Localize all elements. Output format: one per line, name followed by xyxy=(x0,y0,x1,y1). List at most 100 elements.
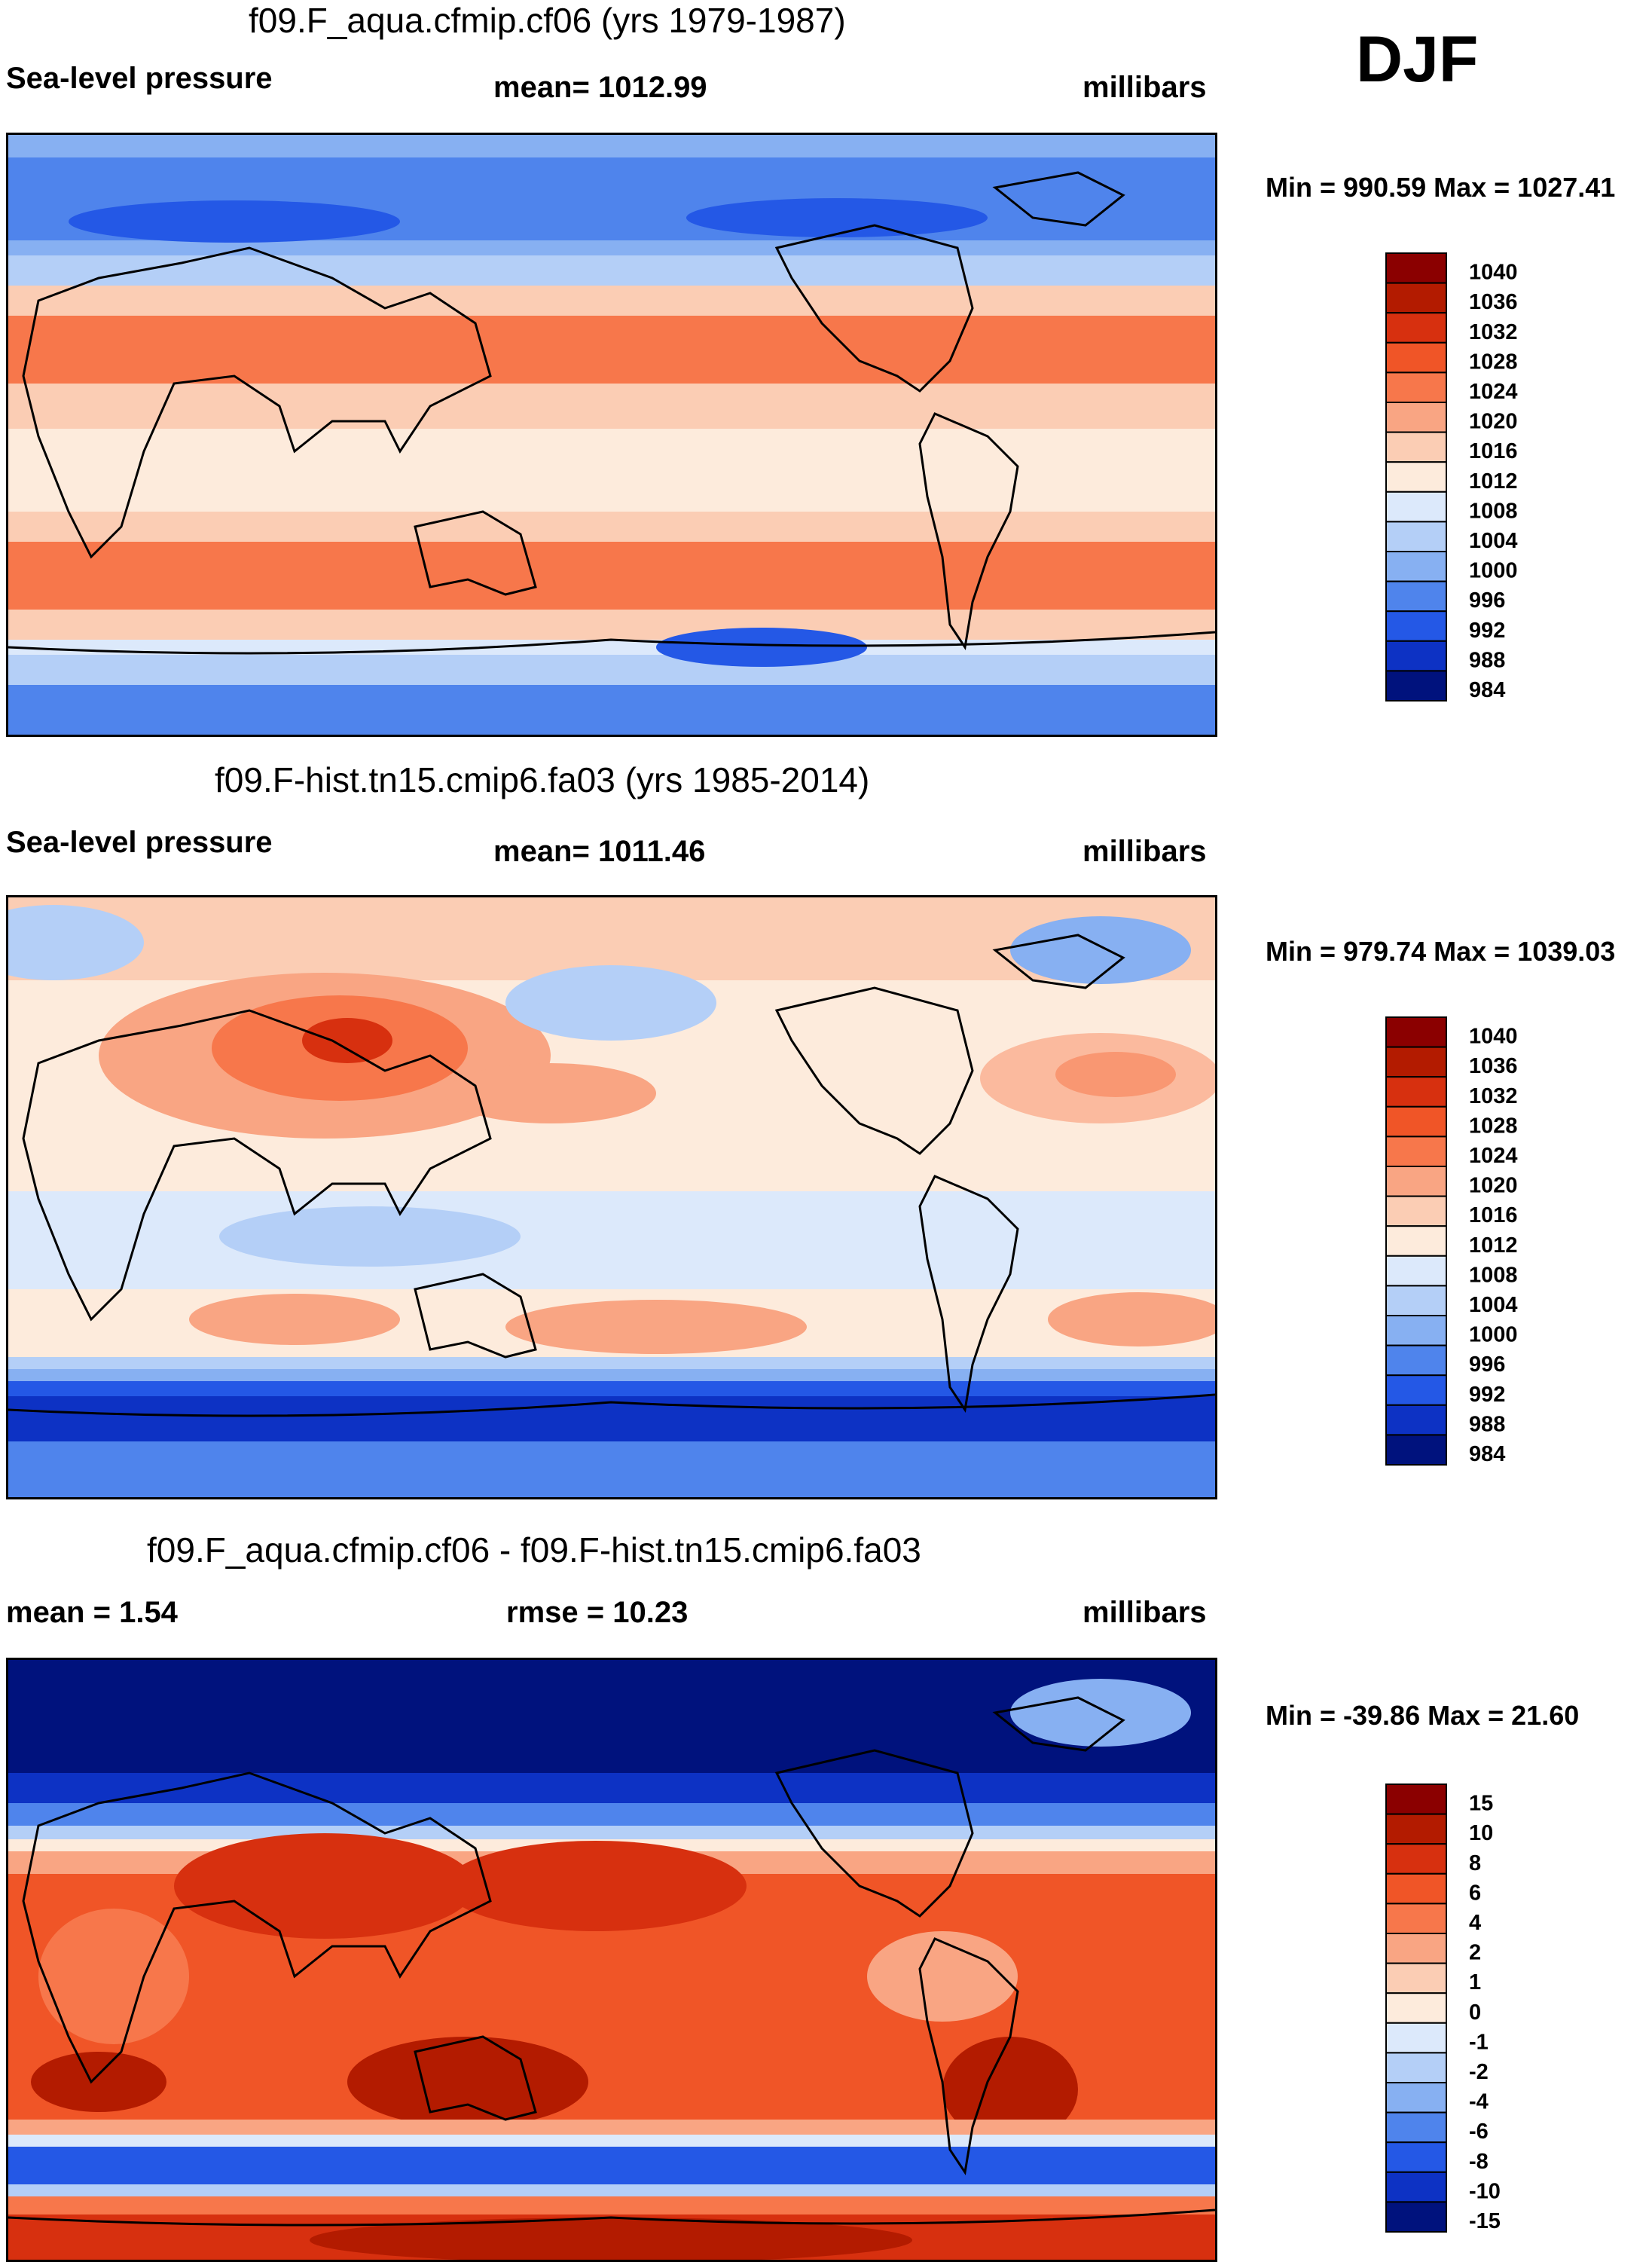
panel1-colorbar-svg: 1040 1036 1032 1028 1024 1020 1016 1012 1008 1004… xyxy=(1385,252,1518,702)
colorbar-swatch xyxy=(1385,610,1447,642)
panel3-mean-label: mean = 1.54 xyxy=(6,1596,178,1629)
colorbar-swatch xyxy=(1385,521,1447,552)
panel2-mean-label: mean= 1011.46 xyxy=(493,835,706,868)
panel3-title: f09.F_aqua.cfmip.cf06 - f09.F-hist.tn15.… xyxy=(147,1530,921,1570)
colorbar-tick-label: 992 xyxy=(1469,1383,1505,1407)
colorbar-swatch xyxy=(1385,371,1447,403)
colorbar-tick-label: 992 xyxy=(1469,619,1505,643)
panel2-variable-label: Sea-level pressure xyxy=(6,826,273,859)
colorbar-swatch xyxy=(1385,1046,1447,1078)
colorbar-swatch xyxy=(1385,1225,1447,1257)
colorbar-swatch xyxy=(1385,1813,1447,1845)
colorbar-swatch xyxy=(1385,670,1447,702)
colorbar-tick-label: 1016 xyxy=(1469,439,1518,463)
colorbar-swatch xyxy=(1385,282,1447,314)
colorbar-swatch xyxy=(1385,1285,1447,1316)
colorbar-swatch xyxy=(1385,1315,1447,1346)
colorbar-tick-label: -10 xyxy=(1469,2179,1501,2203)
colorbar-tick-label: 1036 xyxy=(1469,290,1518,314)
colorbar-swatch xyxy=(1385,551,1447,582)
colorbar-swatch xyxy=(1385,2141,1447,2173)
colorbar-swatch xyxy=(1385,491,1447,523)
colorbar-tick-label: 6 xyxy=(1469,1881,1481,1905)
colorbar-tick-label: 1012 xyxy=(1469,1233,1518,1258)
colorbar-swatch xyxy=(1385,1784,1447,1815)
panel1-map xyxy=(6,133,1217,737)
colorbar-tick-label: 1032 xyxy=(1469,320,1518,344)
colorbar-tick-label: 1040 xyxy=(1469,1025,1518,1049)
colorbar-tick-label: -15 xyxy=(1469,2209,1501,2233)
colorbar-swatch xyxy=(1385,1076,1447,1108)
panel2-map-svg xyxy=(8,897,1215,1497)
colorbar-swatch xyxy=(1385,2171,1447,2203)
panel2-map xyxy=(6,895,1217,1499)
colorbar-swatch xyxy=(1385,580,1447,613)
colorbar-swatch xyxy=(1385,1903,1447,1934)
panel3-minmax: Min = -39.86 Max = 21.60 xyxy=(1266,1700,1580,1731)
colorbar-tick-label: 1020 xyxy=(1469,1174,1518,1198)
colorbar-tick-label: 1040 xyxy=(1469,261,1518,285)
colorbar-swatch xyxy=(1385,2201,1447,2233)
colorbar-tick-label: 1 xyxy=(1469,1970,1481,1994)
colorbar-swatch xyxy=(1385,1933,1447,1964)
colorbar-tick-label: 1036 xyxy=(1469,1054,1518,1078)
colorbar-tick-label: 984 xyxy=(1469,678,1505,702)
colorbar-swatch xyxy=(1385,1166,1447,1197)
colorbar-tick-label: 4 xyxy=(1469,1911,1481,1935)
colorbar-tick-label: -1 xyxy=(1469,2030,1489,2054)
colorbar-swatch xyxy=(1385,2052,1447,2083)
colorbar-tick-label: 1024 xyxy=(1469,1144,1518,1168)
colorbar-swatch xyxy=(1385,431,1447,463)
panel1-variable-label: Sea-level pressure xyxy=(6,62,273,95)
panel3-units-label: millibars xyxy=(1083,1596,1207,1629)
colorbar-tick-label: 8 xyxy=(1469,1851,1481,1875)
panel3-map-svg xyxy=(8,1660,1215,2260)
colorbar-swatch xyxy=(1385,1105,1447,1138)
colorbar-swatch xyxy=(1385,1136,1447,1167)
colorbar-tick-label: 1008 xyxy=(1469,1263,1518,1287)
colorbar-tick-label: 1016 xyxy=(1469,1203,1518,1227)
colorbar-swatch xyxy=(1385,1255,1447,1287)
colorbar-tick-label: 988 xyxy=(1469,648,1505,672)
colorbar-tick-label: 996 xyxy=(1469,588,1505,613)
colorbar-tick-label: 1032 xyxy=(1469,1084,1518,1108)
panel1-units-label: millibars xyxy=(1083,71,1207,104)
colorbar-swatch xyxy=(1385,2111,1447,2144)
colorbar-swatch xyxy=(1385,1992,1447,2024)
colorbar-tick-label: -6 xyxy=(1469,2120,1489,2144)
colorbar-tick-label: 1004 xyxy=(1469,529,1518,553)
colorbar-swatch xyxy=(1385,461,1447,493)
colorbar-swatch xyxy=(1385,1843,1447,1875)
colorbar-tick-label: 996 xyxy=(1469,1353,1505,1377)
colorbar-tick-label: 1000 xyxy=(1469,1323,1518,1347)
panel3-rmse-label: rmse = 10.23 xyxy=(506,1596,689,1629)
colorbar-swatch xyxy=(1385,1016,1447,1048)
colorbar-tick-label: 1012 xyxy=(1469,469,1518,494)
colorbar-tick-label: -4 xyxy=(1469,2090,1489,2114)
colorbar-tick-label: 2 xyxy=(1469,1941,1481,1965)
colorbar-tick-label: 1000 xyxy=(1469,559,1518,583)
colorbar-tick-label: 0 xyxy=(1469,2001,1481,2025)
panel2-title: f09.F-hist.tn15.cmip6.fa03 (yrs 1985-201… xyxy=(215,760,870,799)
colorbar-tick-label: 984 xyxy=(1469,1442,1505,1466)
colorbar-tick-label: 988 xyxy=(1469,1412,1505,1436)
colorbar-tick-label: 15 xyxy=(1469,1792,1493,1816)
colorbar-tick-label: 1020 xyxy=(1469,410,1518,434)
colorbar-tick-label: 1008 xyxy=(1469,499,1518,523)
colorbar-swatch xyxy=(1385,1195,1447,1227)
panel3-map xyxy=(6,1658,1217,2262)
colorbar-tick-label: 1028 xyxy=(1469,1114,1518,1138)
colorbar-tick-label: 1028 xyxy=(1469,350,1518,374)
colorbar-swatch xyxy=(1385,1374,1447,1406)
colorbar-swatch xyxy=(1385,1434,1447,1466)
colorbar-tick-label: 1004 xyxy=(1469,1293,1518,1317)
panel2-units-label: millibars xyxy=(1083,835,1207,868)
panel1-title: f09.F_aqua.cfmip.cf06 (yrs 1979-1987) xyxy=(249,1,846,40)
colorbar-swatch xyxy=(1385,341,1447,374)
colorbar-swatch xyxy=(1385,1344,1447,1377)
panel1-minmax: Min = 990.59 Max = 1027.41 xyxy=(1266,172,1616,203)
colorbar-swatch xyxy=(1385,1962,1447,1994)
colorbar-swatch xyxy=(1385,640,1447,672)
colorbar-swatch xyxy=(1385,252,1447,284)
